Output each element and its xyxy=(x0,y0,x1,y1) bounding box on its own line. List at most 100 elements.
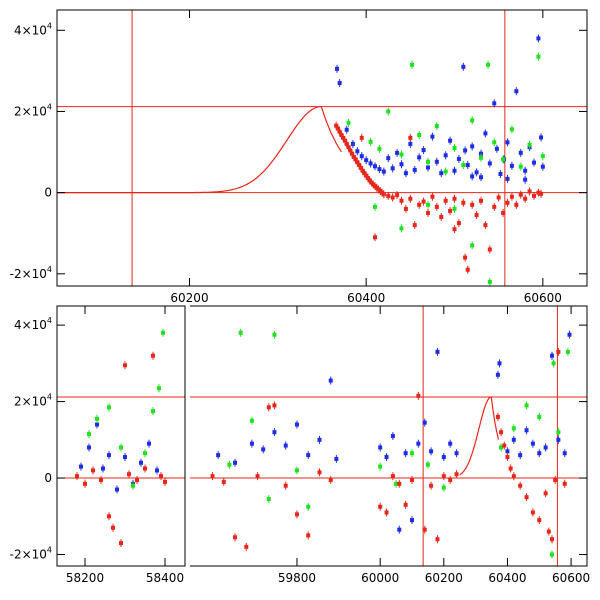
bottom-data-point xyxy=(272,403,277,408)
bottom-data-point xyxy=(233,460,238,465)
top-data-point xyxy=(408,196,413,201)
top-data-point xyxy=(434,159,439,164)
top-data-point xyxy=(339,133,344,138)
bottom-data-point xyxy=(249,441,254,446)
bottom-data-point xyxy=(378,504,383,509)
bottom-data-point xyxy=(495,372,500,377)
top-data-point xyxy=(412,167,417,172)
top-data-point xyxy=(492,140,497,145)
top-data-point xyxy=(373,164,377,169)
bottom-data-point xyxy=(448,477,453,482)
top-data-point xyxy=(443,198,448,203)
top-data-point xyxy=(518,164,523,169)
bottom-data-point xyxy=(75,474,79,479)
top-data-point xyxy=(461,163,466,168)
bottom-data-point xyxy=(562,451,567,456)
bottom-xtick-label: 59800 xyxy=(278,571,316,585)
top-data-point xyxy=(348,148,353,153)
bottom-data-point xyxy=(511,437,516,442)
top-data-point xyxy=(474,212,479,217)
bottom-data-point xyxy=(107,405,111,410)
bottom-data-point xyxy=(233,535,238,540)
top-ytick-label: 4×104 xyxy=(14,21,52,37)
top-data-point xyxy=(523,177,528,182)
top-data-point xyxy=(334,123,339,128)
bottom-data-point xyxy=(556,437,561,442)
bottom-data-point xyxy=(448,441,453,446)
bottom-data-point xyxy=(283,483,288,488)
top-data-point xyxy=(337,129,342,134)
top-data-point xyxy=(487,279,492,284)
bottom-data-point xyxy=(530,441,535,446)
bottom-data-point xyxy=(123,363,127,368)
top-data-point xyxy=(426,202,430,207)
top-data-point xyxy=(527,189,532,194)
top-data-point xyxy=(518,150,523,155)
top-data-point xyxy=(367,178,372,183)
top-data-point xyxy=(452,146,457,150)
top-data-point xyxy=(496,195,501,200)
top-data-point xyxy=(505,140,510,145)
bottom-data-point xyxy=(107,453,111,458)
top-plot-frame xyxy=(56,9,588,287)
top-data-point xyxy=(377,167,382,172)
bottom-data-point xyxy=(410,518,414,523)
bottom-data-point xyxy=(524,428,529,433)
top-xtick-label: 60400 xyxy=(347,291,385,305)
top-data-point xyxy=(355,149,360,154)
top-panel: 60200 60400 60600 -2×104 0 2×104 4×104 xyxy=(10,9,588,305)
top-data-point xyxy=(456,221,461,226)
top-data-point xyxy=(377,146,382,151)
bottom-data-point xyxy=(266,497,271,502)
top-data-point xyxy=(417,155,422,160)
top-data-point xyxy=(465,267,470,272)
top-data-point xyxy=(443,153,448,158)
top-data-point xyxy=(540,154,545,159)
bottom-data-point xyxy=(249,418,254,423)
bottom-data-point xyxy=(511,474,516,479)
bottom-data-point xyxy=(384,510,389,515)
bottom-data-point xyxy=(238,330,243,335)
top-data-point xyxy=(386,156,391,161)
top-data-point xyxy=(483,131,488,136)
bottom-data-point xyxy=(151,409,155,414)
top-data-point xyxy=(452,227,457,232)
bottom-panel: 58200 58400 59800 60000 60200 60400 60600 -2×10… xyxy=(10,305,590,585)
bottom-data-point xyxy=(550,537,554,542)
top-data-point xyxy=(426,210,430,215)
top-ytick-label: -2×104 xyxy=(10,265,52,281)
top-data-point xyxy=(479,151,483,156)
bottom-data-point xyxy=(511,426,516,431)
top-data-point xyxy=(386,193,391,198)
bottom-data-point xyxy=(524,495,529,500)
bottom-data-point xyxy=(306,453,311,458)
top-data-point xyxy=(368,161,373,166)
top-data-point xyxy=(351,154,356,159)
top-data-point xyxy=(463,148,468,153)
bottom-data-point xyxy=(91,468,95,473)
top-data-point xyxy=(536,36,541,41)
top-data-point xyxy=(412,223,417,228)
bottom-data-point xyxy=(429,449,434,454)
top-data-point xyxy=(426,159,430,164)
top-data-point xyxy=(536,54,541,59)
bottom-data-point xyxy=(266,405,271,410)
top-data-point xyxy=(487,161,492,166)
bottom-data-point xyxy=(422,527,427,532)
top-data-point xyxy=(353,157,358,162)
top-data-point xyxy=(514,202,519,207)
bottom-data-point xyxy=(551,361,556,366)
top-data-point xyxy=(399,198,404,203)
bottom-data-point xyxy=(495,414,500,419)
top-data-point xyxy=(430,194,435,199)
bottom-data-point xyxy=(306,533,311,538)
bottom-data-point xyxy=(151,353,155,358)
top-data-point xyxy=(410,62,415,67)
bottom-data-point xyxy=(394,481,399,486)
bottom-data-point xyxy=(497,361,502,366)
bottom-data-point xyxy=(147,441,151,446)
top-data-point xyxy=(539,191,544,196)
top-data-point xyxy=(456,156,461,161)
bottom-data-point xyxy=(135,477,139,482)
top-data-point xyxy=(439,171,444,176)
